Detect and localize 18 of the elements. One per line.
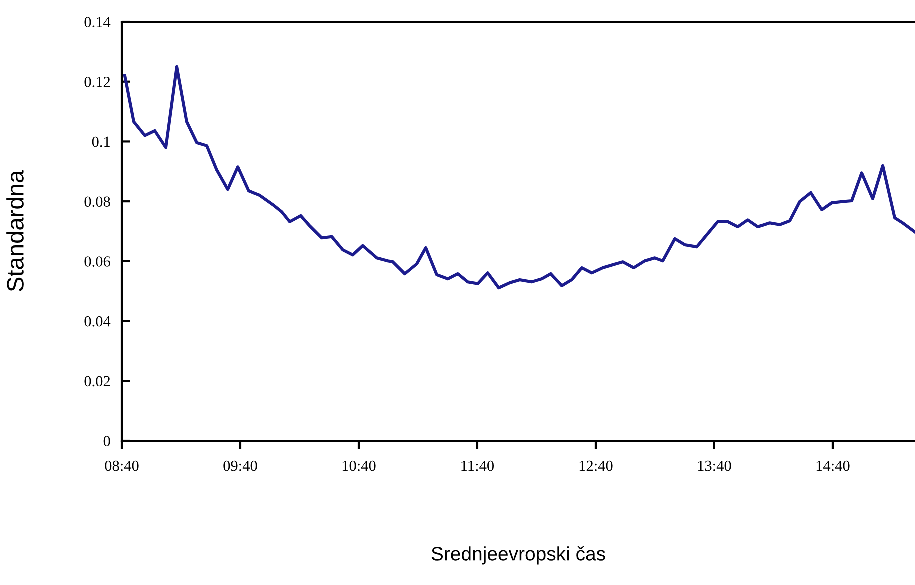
line-series (123, 65, 915, 290)
x-tick-label: 08:40 (105, 460, 139, 472)
x-tick-label: 09:40 (224, 460, 258, 472)
x-tick-label: 10:40 (342, 460, 376, 472)
y-axis-title: Standardna (6, 170, 24, 292)
x-tick-label: 13:40 (698, 460, 732, 472)
x-tick-label: 14:40 (816, 460, 850, 472)
y-tick-label: 0.12 (84, 77, 110, 88)
y-tick-label: 0.04 (84, 316, 111, 327)
x-axis-title: Srednjeevropski čas (432, 546, 606, 565)
x-tick-label: 12:40 (580, 460, 613, 472)
y-tick-label: 0.1 (92, 136, 110, 148)
y-tick-label: 0.14 (84, 17, 111, 28)
y-tick-label: 0 (104, 436, 110, 446)
x-tick-label: 11:40 (462, 460, 494, 472)
y-tick-label: 0.06 (84, 256, 110, 267)
y-tick-label: 0.08 (84, 196, 110, 208)
y-tick-label: 0.02 (84, 376, 110, 387)
